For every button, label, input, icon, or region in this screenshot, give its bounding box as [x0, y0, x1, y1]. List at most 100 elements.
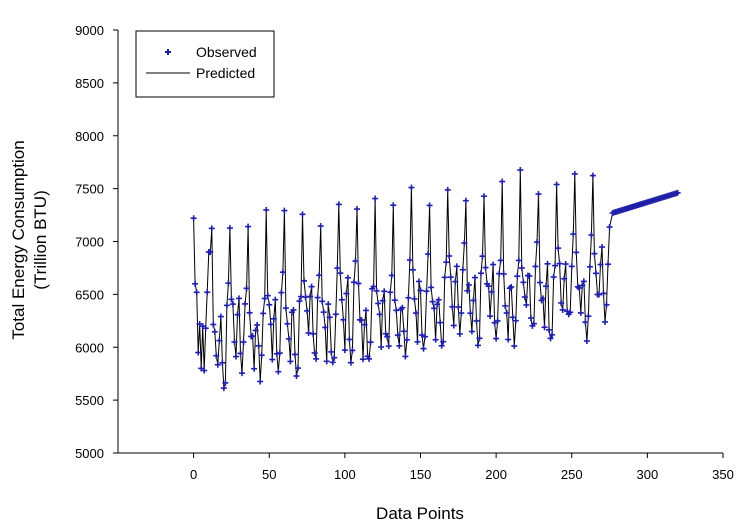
observed-point — [556, 260, 563, 267]
observed-point — [536, 279, 543, 286]
observed-point — [552, 262, 559, 269]
observed-point — [478, 270, 484, 277]
observed-point — [479, 253, 486, 260]
observed-point — [399, 304, 406, 311]
observed-point — [301, 277, 308, 284]
observed-point — [269, 356, 276, 363]
observed-point — [526, 272, 533, 279]
observed-point — [261, 295, 268, 302]
observed-point — [322, 324, 329, 331]
observed-point — [603, 301, 610, 308]
observed-point — [544, 260, 551, 267]
y-axis-title-line2: (Trillion BTU) — [31, 190, 50, 289]
y-tick-label: 7000 — [75, 235, 104, 250]
observed-point — [323, 358, 330, 365]
observed-point — [394, 332, 401, 339]
observed-point — [459, 266, 466, 273]
observed-point — [319, 298, 326, 305]
observed-point — [583, 338, 590, 345]
observed-point — [202, 325, 209, 332]
y-tick-label: 7500 — [75, 182, 104, 197]
observed-point — [426, 202, 433, 209]
observed-point — [313, 355, 320, 362]
observed-point — [196, 320, 203, 327]
observed-point — [452, 278, 459, 285]
observed-point — [231, 338, 238, 345]
observed-point — [589, 172, 596, 179]
observed-point — [446, 252, 453, 259]
observed-point — [353, 206, 360, 213]
observed-point — [260, 310, 267, 317]
observed-point — [391, 297, 398, 304]
observed-point — [217, 313, 224, 320]
observed-point — [270, 315, 277, 322]
observed-point — [282, 305, 289, 312]
observed-point — [266, 301, 273, 308]
observed-point — [476, 335, 483, 342]
observed-point — [358, 317, 365, 324]
observed-point — [228, 296, 235, 303]
observed-point — [317, 223, 324, 230]
observed-point — [381, 288, 388, 295]
observed-point — [535, 191, 542, 198]
observed-point — [305, 329, 312, 336]
observed-point — [360, 356, 367, 363]
observed-point — [308, 283, 315, 290]
observed-point — [293, 373, 300, 380]
observed-point — [287, 358, 294, 365]
observed-point — [485, 283, 492, 290]
observed-point — [570, 231, 577, 238]
observed-point — [520, 279, 527, 286]
observed-point — [558, 299, 565, 306]
observed-point — [434, 301, 441, 308]
observed-point — [406, 257, 413, 264]
observed-point — [449, 303, 456, 310]
observed-point — [267, 321, 274, 328]
observed-point — [347, 359, 354, 366]
observed-point — [493, 335, 500, 342]
observed-point — [338, 296, 345, 303]
observed-point — [605, 261, 612, 268]
x-tick-label: 300 — [637, 467, 659, 482]
observed-point — [606, 224, 613, 231]
x-tick-label: 350 — [712, 467, 734, 482]
observed-point — [541, 324, 548, 331]
observed-point — [264, 292, 271, 299]
observed-point — [272, 296, 279, 303]
observed-point — [435, 296, 442, 303]
observed-point — [252, 327, 259, 334]
observed-point — [219, 359, 226, 366]
y-tick-label: 5000 — [75, 446, 104, 461]
observed-point — [419, 332, 426, 339]
observed-point — [207, 249, 214, 256]
observed-point — [249, 333, 256, 340]
observed-point — [420, 345, 427, 352]
legend-observed-label: Observed — [196, 44, 257, 60]
x-tick-label: 200 — [485, 467, 507, 482]
y-tick-label: 6000 — [75, 340, 104, 355]
observed-point — [310, 330, 317, 337]
observed-point — [279, 269, 286, 276]
y-tick-label: 5500 — [75, 393, 104, 408]
observed-point — [461, 239, 468, 246]
observed-point — [532, 263, 539, 270]
observed-point — [352, 258, 359, 265]
observed-point — [334, 265, 341, 272]
observed-point — [296, 298, 303, 305]
observed-point — [208, 225, 215, 232]
observed-point — [431, 305, 438, 312]
observed-point — [229, 301, 236, 308]
y-axis-ticks: 5000 5500 6000 6500 7000 7500 8000 8500 9000 — [75, 23, 118, 461]
observed-point — [447, 274, 454, 281]
observed-point — [599, 243, 605, 250]
observed-point — [415, 278, 422, 285]
observed-point — [573, 249, 580, 256]
observed-point — [518, 265, 525, 272]
observed-point — [390, 202, 397, 209]
observed-point — [453, 263, 460, 270]
observed-point — [350, 279, 357, 286]
observed-point — [444, 186, 451, 193]
y-tick-label: 8500 — [75, 76, 104, 91]
observed-point — [375, 300, 382, 307]
